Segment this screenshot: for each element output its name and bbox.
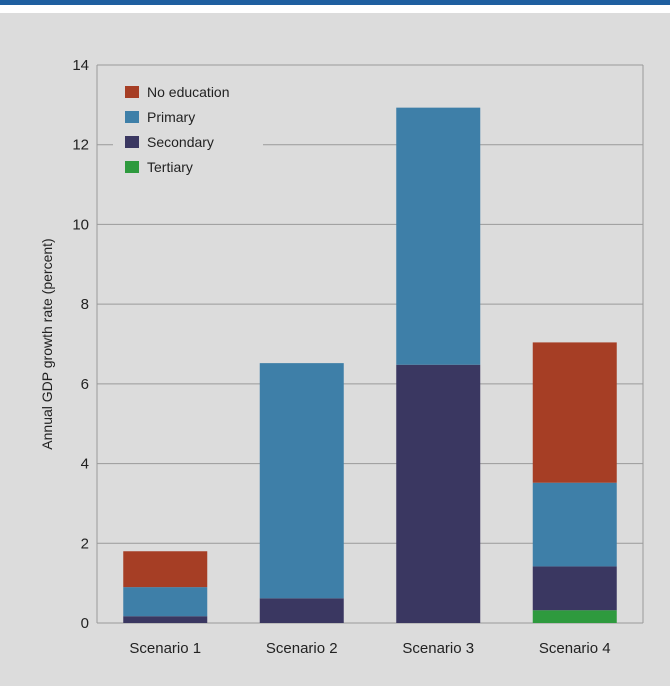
bar-segment-secondary [532, 566, 617, 611]
legend-swatch [125, 161, 139, 173]
x-tick-label: Scenario 4 [539, 640, 611, 657]
y-tick-label: 14 [72, 57, 89, 74]
bars [123, 107, 617, 623]
y-axis-label: Annual GDP growth rate (percent) [39, 238, 55, 449]
bar-segment-primary [123, 587, 208, 617]
legend: No education Primary Secondary Tertiary [113, 80, 263, 188]
y-tick-label: 0 [81, 615, 89, 632]
x-tick-label: Scenario 2 [266, 640, 338, 657]
x-tick-label: Scenario 1 [129, 640, 201, 657]
legend-swatch [125, 111, 139, 123]
bar-segment-tertiary [532, 610, 617, 623]
legend-label: No education [147, 84, 230, 100]
bar-segment-primary [532, 482, 617, 567]
top-accent-bar [0, 0, 670, 5]
y-tick-label: 2 [81, 535, 89, 552]
x-tick-label: Scenario 3 [402, 640, 474, 657]
y-tick-labels: 0 2 4 6 8 10 12 14 [72, 57, 89, 632]
y-tick-label: 4 [81, 456, 89, 473]
bar-segment-no-education [532, 342, 617, 483]
y-tick-label: 12 [72, 137, 89, 154]
legend-label: Primary [147, 109, 195, 125]
bar-segment-secondary [396, 364, 481, 623]
legend-swatch [125, 136, 139, 148]
x-tick-labels: Scenario 1 Scenario 2 Scenario 3 Scenario 4 [129, 640, 610, 657]
bar-segment-secondary [259, 598, 344, 623]
y-tick-label: 10 [72, 216, 89, 233]
bar-segment-primary [259, 363, 344, 599]
y-tick-label: 8 [81, 296, 89, 313]
legend-swatch [125, 86, 139, 98]
bar-segment-secondary [123, 616, 208, 623]
bar-segment-primary [396, 107, 481, 365]
legend-label: Tertiary [147, 159, 193, 175]
legend-label: Secondary [147, 134, 214, 150]
bar-segment-no-education [123, 551, 208, 588]
y-tick-label: 6 [81, 376, 89, 393]
